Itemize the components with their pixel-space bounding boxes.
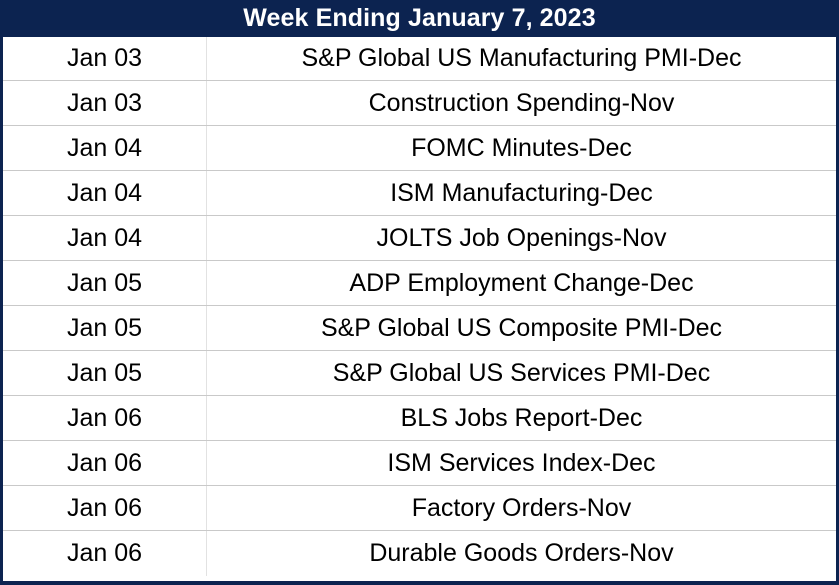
row-date: Jan 06	[3, 396, 207, 440]
table-row: Jan 03 S&P Global US Manufacturing PMI-D…	[3, 37, 836, 81]
row-event: S&P Global US Services PMI-Dec	[332, 358, 711, 387]
table-row: Jan 04 ISM Manufacturing-Dec	[3, 171, 836, 216]
table-row: Jan 06 Durable Goods Orders-Nov	[3, 531, 836, 576]
row-event: BLS Jobs Report-Dec	[400, 403, 643, 432]
table-row: Jan 04 FOMC Minutes-Dec	[3, 126, 836, 171]
row-event: Construction Spending-Nov	[368, 88, 675, 117]
row-event: ISM Manufacturing-Dec	[390, 178, 653, 207]
row-date: Jan 03	[3, 37, 207, 80]
row-event: S&P Global US Composite PMI-Dec	[320, 313, 723, 342]
row-date: Jan 05	[3, 351, 207, 395]
row-date: Jan 04	[3, 126, 207, 170]
table-row: Jan 04 JOLTS Job Openings-Nov	[3, 216, 836, 261]
row-date: Jan 06	[3, 486, 207, 530]
row-date: Jan 04	[3, 216, 207, 260]
table-row: Jan 05 S&P Global US Composite PMI-Dec	[3, 306, 836, 351]
table-row: Jan 06 BLS Jobs Report-Dec	[3, 396, 836, 441]
row-event: JOLTS Job Openings-Nov	[376, 223, 667, 252]
table-row: Jan 06 ISM Services Index-Dec	[3, 441, 836, 486]
row-date: Jan 04	[3, 171, 207, 215]
table-row: Jan 05 ADP Employment Change-Dec	[3, 261, 836, 306]
row-date: Jan 06	[3, 531, 207, 576]
row-event: ADP Employment Change-Dec	[349, 268, 694, 297]
row-event: ISM Services Index-Dec	[387, 448, 656, 477]
table-row: Jan 06 Factory Orders-Nov	[3, 486, 836, 531]
row-date: Jan 05	[3, 306, 207, 350]
row-date: Jan 06	[3, 441, 207, 485]
calendar-title: Week Ending January 7, 2023	[243, 4, 596, 32]
table-row: Jan 03 Construction Spending-Nov	[3, 81, 836, 126]
row-event: Factory Orders-Nov	[411, 493, 632, 522]
row-event: Durable Goods Orders-Nov	[369, 539, 674, 567]
calendar-table: Jan 03 S&P Global US Manufacturing PMI-D…	[3, 37, 836, 581]
row-date: Jan 03	[3, 81, 207, 125]
row-event: S&P Global US Manufacturing PMI-Dec	[301, 44, 742, 72]
table-row: Jan 05 S&P Global US Services PMI-Dec	[3, 351, 836, 396]
row-date: Jan 05	[3, 261, 207, 305]
row-event: FOMC Minutes-Dec	[411, 133, 632, 162]
